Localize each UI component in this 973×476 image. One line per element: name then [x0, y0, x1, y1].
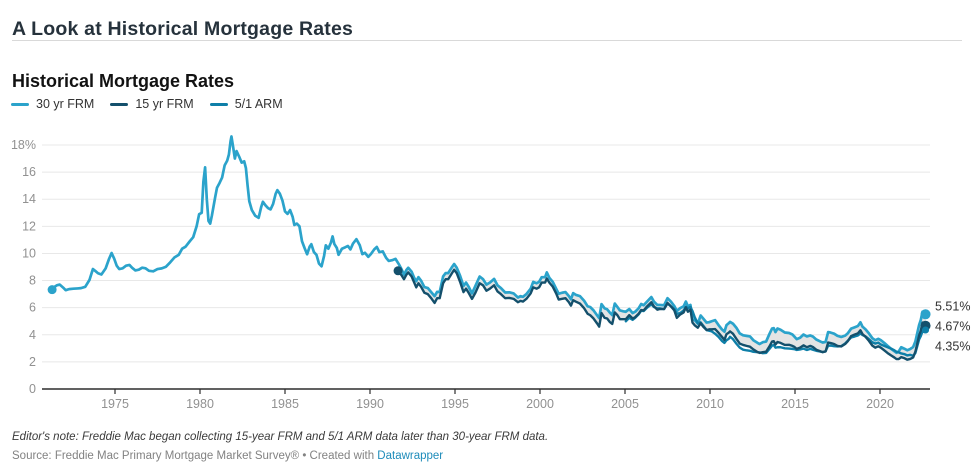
x-axis-tick-label: 1990 — [356, 397, 384, 411]
series-end-label: 4.35% — [935, 339, 970, 353]
series-line-30-yr-frm — [50, 135, 927, 355]
y-axis-tick-label: 8 — [29, 274, 36, 288]
series-end-label: 4.67% — [935, 319, 970, 333]
chart-legend: 30 yr FRM 15 yr FRM 5/1 ARM — [11, 97, 283, 111]
y-axis-tick-label: 14 — [22, 192, 36, 206]
series-end-label: 5.51% — [935, 299, 970, 313]
series-start-dot-30-yr-frm — [47, 285, 57, 295]
legend-swatch-30yr-frm — [11, 102, 29, 106]
y-axis-tick-label: 16 — [22, 165, 36, 179]
legend-item-15yr-frm: 15 yr FRM — [110, 97, 194, 111]
legend-swatch-5-1-arm — [209, 102, 228, 106]
series-end-dot-5-1-arm — [922, 326, 930, 334]
y-axis-tick-label: 18% — [11, 138, 36, 152]
x-axis-tick-label: 2005 — [611, 397, 639, 411]
y-axis-tick-label: 4 — [29, 328, 36, 342]
x-axis-tick-label: 2020 — [866, 397, 894, 411]
series-band-fill — [398, 264, 926, 360]
legend-label-30yr-frm: 30 yr FRM — [36, 97, 95, 111]
series-end-dot-30-yr-frm — [920, 309, 931, 320]
y-axis-tick-label: 2 — [29, 355, 36, 369]
series-end-dot-15-yr-frm — [920, 320, 931, 331]
y-axis-tick-label: 6 — [29, 301, 36, 315]
series-line-5-1-arm — [624, 302, 927, 357]
series-line-15-yr-frm — [396, 268, 927, 361]
legend-item-5-1-arm: 5/1 ARM — [209, 97, 283, 111]
x-axis-tick-label: 1975 — [101, 397, 129, 411]
series-start-dot-15-yr-frm — [393, 266, 403, 276]
legend-label-5-1-arm: 5/1 ARM — [234, 97, 283, 111]
legend-swatch-15yr-frm — [110, 102, 129, 106]
x-axis-tick-label: 1985 — [271, 397, 299, 411]
y-axis-tick-label: 12 — [22, 219, 36, 233]
x-axis-tick-label: 1995 — [441, 397, 469, 411]
y-axis-tick-label: 0 — [29, 382, 36, 396]
legend-label-15yr-frm: 15 yr FRM — [135, 97, 194, 111]
legend-item-30yr-frm: 30 yr FRM — [11, 97, 94, 111]
editor-note: Editor's note: Freddie Mac began collect… — [12, 431, 549, 443]
page-title: A Look at Historical Mortgage Rates — [12, 18, 354, 41]
x-axis-tick-label: 1980 — [186, 397, 214, 411]
x-axis-tick-label: 2015 — [781, 397, 809, 411]
header-divider — [12, 40, 962, 41]
source-text: Source: Freddie Mac Primary Mortgage Mar… — [12, 450, 378, 462]
datawrapper-link[interactable]: Datawrapper — [377, 450, 444, 462]
x-axis-tick-label: 2010 — [696, 397, 724, 411]
source-line: Source: Freddie Mac Primary Mortgage Mar… — [12, 450, 443, 462]
chart-title: Historical Mortgage Rates — [12, 70, 235, 91]
x-axis-tick-label: 2000 — [526, 397, 554, 411]
y-axis-tick-label: 10 — [22, 246, 36, 260]
